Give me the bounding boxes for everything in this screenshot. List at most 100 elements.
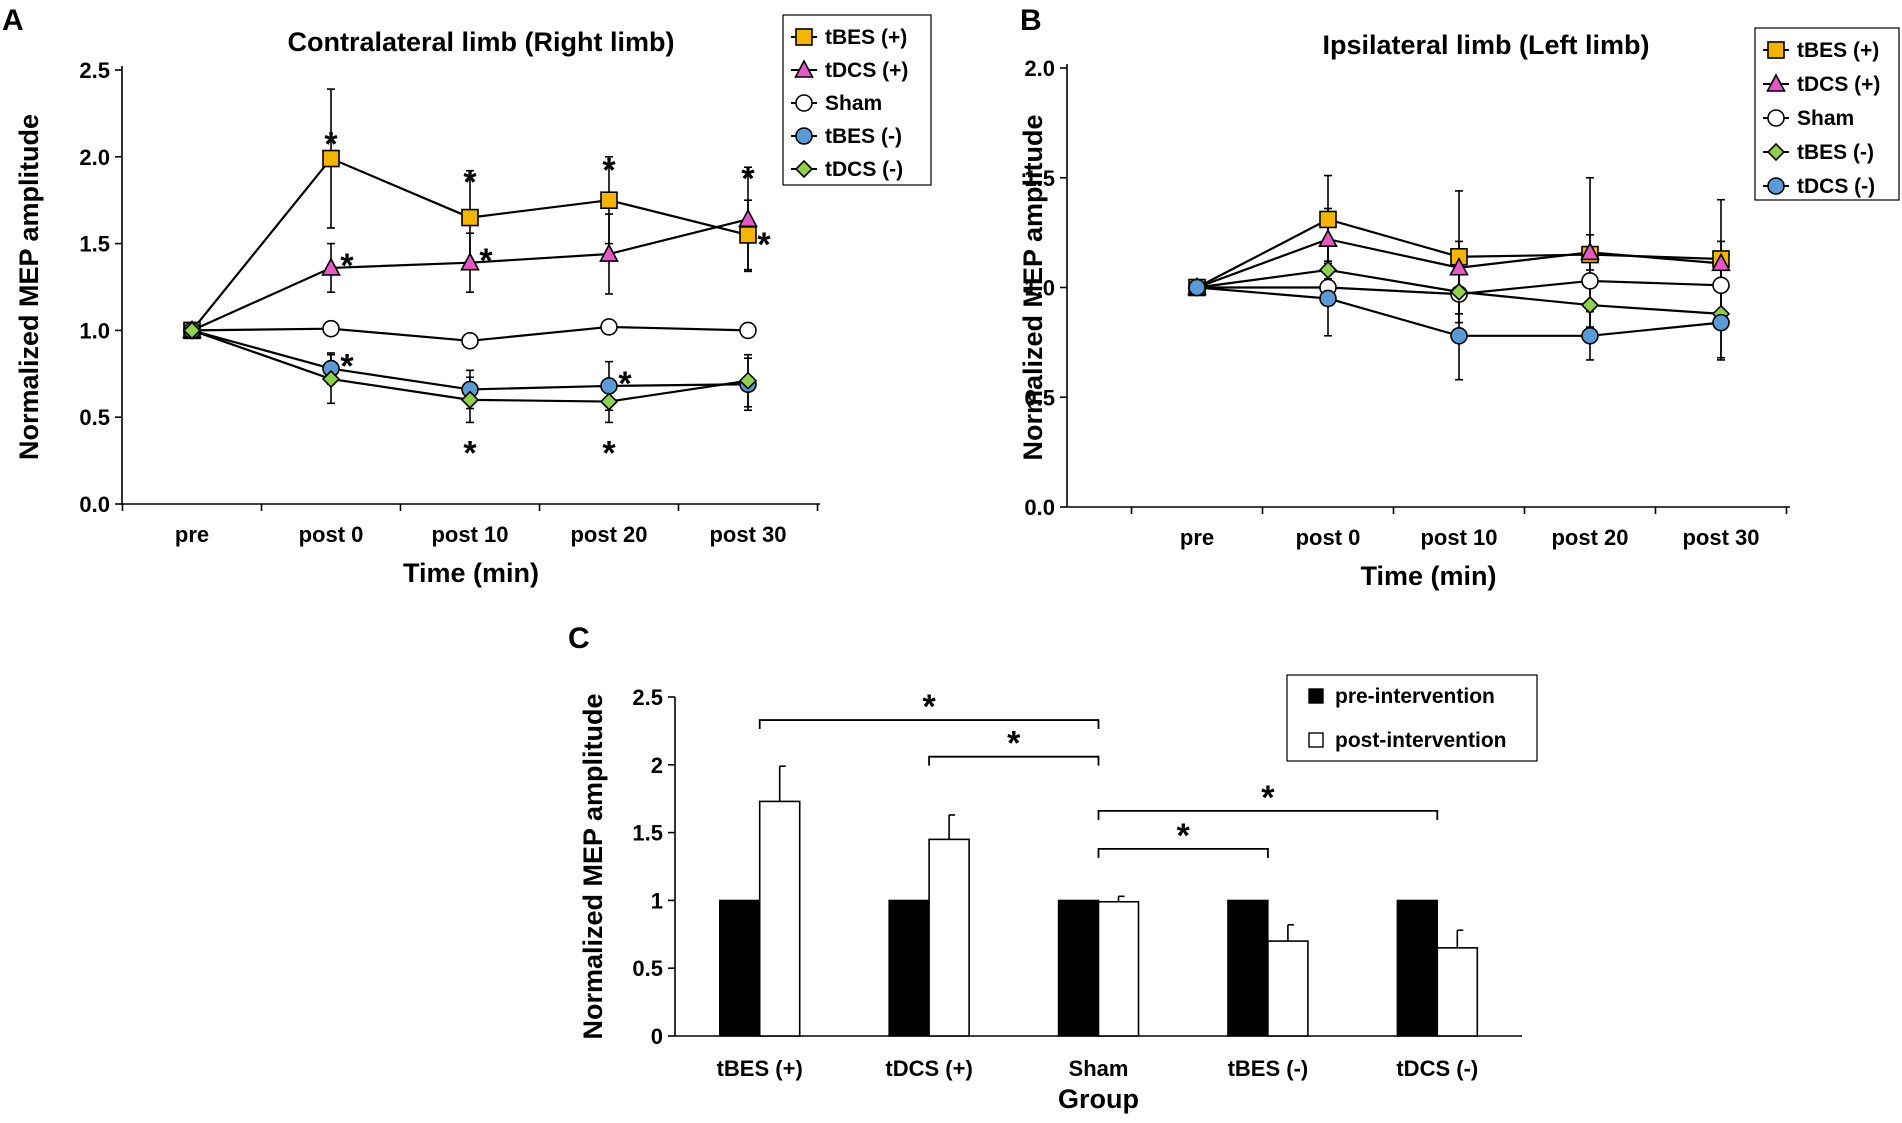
data-point-tdcs <box>1450 326 1468 345</box>
data-point-tbes <box>1580 295 1600 315</box>
data-point-tbes <box>600 377 618 395</box>
data-point-tbes <box>739 226 757 244</box>
panel-letter-c: C <box>568 622 590 655</box>
legend-marker-tbes <box>1767 41 1785 59</box>
legend-marker-tdcs <box>1767 177 1785 195</box>
significance-star: * <box>324 125 338 163</box>
x-tick-label-tdcs: tDCS (-) <box>1396 1056 1478 1081</box>
bar-pre-tdcs <box>1396 899 1439 1037</box>
legend-label-tbes: tBES (-) <box>825 125 902 148</box>
x-axis-label: Time (min) <box>1360 561 1496 591</box>
significance-star: * <box>741 160 755 198</box>
significance-star: * <box>602 434 616 472</box>
significance-bracket <box>928 755 1100 766</box>
data-point-tdcs <box>460 251 480 271</box>
legend-marker-tdcs <box>1766 73 1786 92</box>
data-point-tbes <box>461 208 479 227</box>
panel-letter-b: B <box>1020 4 1042 37</box>
data-point-tbes <box>1318 260 1338 280</box>
y-tick-label: 1.5 <box>632 821 663 846</box>
x-tick-label-post-30: post 30 <box>1682 525 1759 550</box>
y-tick-label: 2.0 <box>1024 56 1055 81</box>
data-point-tdcs <box>1712 313 1730 332</box>
y-tick-label: 2.5 <box>79 58 110 83</box>
x-tick-label-post-0: post 0 <box>299 522 364 547</box>
bar-pre-sham <box>1057 899 1100 1037</box>
significance-star: * <box>618 365 632 403</box>
significance-bracket <box>1097 847 1269 858</box>
y-tick-label: 0.0 <box>1024 495 1055 520</box>
x-tick-label-post-10: post 10 <box>431 522 508 547</box>
data-point-tdcs <box>1319 289 1337 308</box>
data-point-tdcs <box>1449 257 1469 276</box>
x-tick-label-post-0: post 0 <box>1296 525 1361 550</box>
legend-marker-tbes <box>1766 142 1786 162</box>
legend-swatch-pre-intervention <box>1308 688 1324 704</box>
legend-marker-sham <box>795 94 813 112</box>
y-tick-label: 1.0 <box>79 318 110 343</box>
x-tick-label-post-30: post 30 <box>709 522 786 547</box>
y-tick-label: 0 <box>651 1024 663 1049</box>
y-axis-label: Normalized MEP amplitude <box>1018 114 1048 460</box>
data-point-sham <box>600 318 618 336</box>
data-point-sham <box>322 319 340 338</box>
data-point-sham <box>461 332 479 350</box>
y-tick-label: 0.5 <box>632 956 663 981</box>
data-point-tbes <box>600 191 618 209</box>
significance-star: * <box>1177 817 1191 855</box>
x-tick-label-tbes: tBES (+) <box>717 1056 803 1081</box>
data-point-tbes <box>1319 210 1337 229</box>
significance-star: * <box>1007 725 1021 763</box>
x-tick-label-tdcs: tDCS (+) <box>885 1056 972 1081</box>
panel-b-chart: 0.0 0.5 1.0 1.5 2.0 pre post 0 post 10 post 20 po… <box>1018 27 1900 591</box>
significance-bracket <box>1097 810 1439 820</box>
significance-star: * <box>463 164 477 202</box>
x-tick-label-post-20: post 20 <box>1551 525 1628 550</box>
bar-post-tdcs <box>928 838 970 1037</box>
legend-label-tbes: tBES (-) <box>1797 141 1874 164</box>
significance-star: * <box>479 242 493 280</box>
legend-label-tdcs: tDCS (-) <box>825 158 903 181</box>
legend-label-sham: Sham <box>1797 107 1854 130</box>
y-tick-label: 0.5 <box>1024 385 1055 410</box>
legend-box <box>1286 674 1538 762</box>
legend-label-tbes: tBES (+) <box>825 26 907 49</box>
legend-marker-sham <box>1767 109 1785 127</box>
x-axis-label: Group <box>1058 1084 1139 1114</box>
data-point-tdcs <box>321 369 341 389</box>
data-point-tdcs <box>599 243 619 262</box>
legend-swatch-post-intervention <box>1308 732 1324 748</box>
x-tick-label-tbes: tBES (-) <box>1228 1056 1309 1081</box>
x-tick-label-post-20: post 20 <box>570 522 647 547</box>
data-point-tdcs <box>182 321 202 340</box>
y-tick-label: 0.0 <box>79 492 110 517</box>
data-point-tdcs <box>1711 252 1731 272</box>
data-point-tdcs <box>1318 228 1338 248</box>
panel-a-chart: 0.0 0.5 1.0 1.5 2.0 2.5 pre post 0 post 10 post 2… <box>14 14 932 588</box>
data-point-tdcs <box>460 390 480 409</box>
legend-label-post-intervention: post-intervention <box>1335 729 1507 752</box>
y-tick-label: 1.5 <box>79 232 110 257</box>
significance-star: * <box>340 247 354 285</box>
x-tick-label-sham: Sham <box>1069 1056 1129 1081</box>
bar-post-tdcs <box>1436 947 1479 1037</box>
data-point-sham <box>1712 276 1730 295</box>
data-point-tdcs <box>321 257 341 276</box>
data-point-tbes <box>1449 282 1469 302</box>
legend-label-tdcs: tDCS (+) <box>825 59 908 82</box>
y-tick-label: 1.5 <box>1024 166 1055 191</box>
data-point-tdcs <box>599 392 619 411</box>
bar-post-sham <box>1097 900 1140 1037</box>
legend-marker-tbes <box>795 127 813 145</box>
data-point-tdcs <box>1580 241 1600 261</box>
y-axis-label: Normalized MEP amplitude <box>578 693 608 1039</box>
x-tick-label-post-10: post 10 <box>1420 525 1497 550</box>
data-point-sham <box>1581 272 1599 290</box>
legend-marker-tbes <box>795 28 813 46</box>
data-point-tbes <box>322 149 340 168</box>
legend-label-tdcs: tDCS (-) <box>1797 175 1875 198</box>
legend-marker-tdcs <box>794 159 814 179</box>
significance-star: * <box>1261 779 1275 817</box>
data-point-tdcs <box>1188 278 1206 297</box>
